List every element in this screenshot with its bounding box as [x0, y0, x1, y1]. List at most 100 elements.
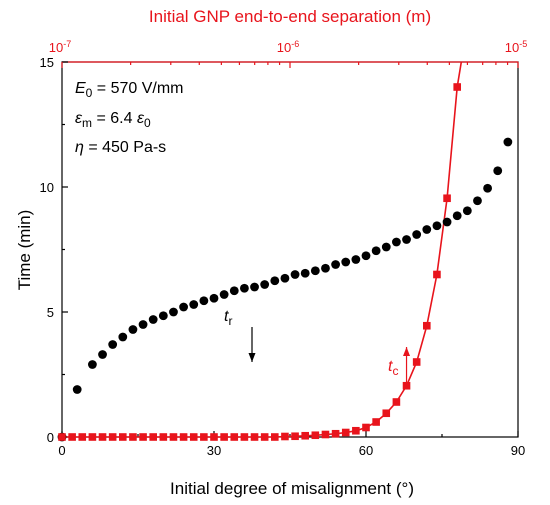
data-point-tr	[412, 230, 422, 239]
data-point-tr	[341, 257, 351, 267]
data-point-tr	[118, 332, 128, 342]
data-point-tc	[311, 431, 320, 440]
data-point-tr	[300, 268, 310, 278]
data-point-tc	[453, 83, 461, 91]
data-point-tc	[341, 428, 350, 437]
data-point-tr	[189, 300, 199, 309]
data-point-tc	[362, 423, 370, 432]
annotation-epsilon: εm = 6.4 ε0	[75, 110, 151, 130]
data-point-tr	[432, 221, 442, 231]
data-point-tr	[148, 315, 158, 324]
data-point-tc	[382, 409, 391, 418]
data-point-tr	[158, 311, 168, 321]
x-tick-label: 0	[58, 443, 65, 458]
data-point-tr	[483, 183, 492, 193]
data-point-tr	[219, 290, 229, 299]
data-point-tr	[321, 263, 330, 273]
data-point-tc	[281, 432, 289, 441]
series-tc	[58, 83, 461, 441]
data-point-tc	[230, 433, 239, 441]
data-point-tc	[189, 433, 198, 441]
x-axis-title: Initial degree of misalignment (°)	[170, 479, 414, 498]
data-point-tc	[240, 433, 249, 441]
x-tick-label: 90	[511, 443, 525, 458]
y-axis-title: Time (min)	[15, 210, 34, 291]
data-point-tc	[119, 433, 127, 441]
data-point-tc	[331, 429, 340, 438]
data-point-tr	[72, 385, 82, 394]
data-point-tc	[372, 418, 380, 426]
data-point-tc	[412, 358, 421, 366]
top-tick-labels: 10-7 10-6 10-5	[49, 39, 527, 55]
data-point-tr	[371, 246, 381, 256]
data-point-tr	[361, 251, 371, 261]
data-point-tc	[321, 430, 330, 439]
label-tc: tc	[388, 358, 398, 378]
data-point-tr	[179, 302, 189, 312]
label-tr: tr	[224, 308, 232, 328]
data-point-tc	[129, 433, 137, 441]
top-tick-label: 10-5	[505, 39, 527, 55]
data-point-tr	[473, 196, 482, 206]
data-point-tc	[250, 433, 259, 441]
data-point-tc	[433, 270, 441, 279]
series-tr	[57, 137, 513, 442]
data-point-tr	[98, 350, 107, 359]
data-point-tc	[58, 433, 66, 441]
data-point-tr	[331, 260, 340, 269]
data-point-tc	[169, 433, 178, 441]
data-point-tc	[402, 381, 411, 390]
data-point-tr	[270, 276, 280, 286]
arrow-head-t_r	[248, 353, 256, 362]
tick-labels: 0 30 60 90 0 5 10 15	[40, 55, 526, 458]
data-point-tr	[462, 206, 472, 216]
data-point-tr	[128, 325, 138, 334]
data-point-tr	[402, 235, 411, 244]
data-point-tc	[271, 433, 279, 441]
data-point-tc	[443, 194, 451, 203]
annotation-eta: η = 450 Pa-s	[75, 139, 166, 156]
data-point-tc	[68, 433, 76, 441]
data-point-tr	[452, 211, 462, 221]
data-point-tc	[200, 433, 208, 441]
data-point-tc	[392, 398, 401, 406]
x-tick-label: 60	[359, 443, 373, 458]
data-point-tc	[210, 433, 218, 441]
data-point-tr	[280, 273, 290, 283]
data-point-tr	[169, 307, 178, 317]
data-point-tr	[209, 293, 219, 303]
data-point-tr	[199, 296, 209, 306]
data-point-tc	[139, 433, 147, 441]
data-point-tr	[381, 242, 391, 252]
data-point-tr	[351, 255, 361, 264]
annotation-e0: E0 = 570 V/mm	[75, 80, 184, 100]
data-point-tc	[108, 433, 117, 441]
data-point-tr	[422, 225, 432, 234]
data-point-tc	[423, 321, 431, 330]
data-point-tc	[98, 433, 107, 441]
top-tick-label: 10-6	[277, 39, 299, 55]
data-point-tc	[352, 426, 360, 435]
data-point-tr	[392, 237, 401, 247]
data-point-tc	[88, 433, 97, 441]
data-point-tr	[240, 283, 249, 293]
data-point-tr	[503, 137, 513, 147]
data-point-tr	[493, 166, 503, 176]
data-point-tr	[290, 270, 300, 279]
data-point-tc	[220, 433, 228, 441]
data-point-tc	[149, 433, 157, 441]
data-point-tr	[310, 266, 320, 276]
data-point-tc	[260, 433, 269, 441]
y-tick-label: 5	[47, 305, 54, 320]
data-point-tc	[291, 432, 299, 441]
y-tick-label: 0	[47, 430, 54, 445]
data-point-tr	[108, 340, 118, 349]
y-tick-label: 15	[40, 55, 54, 70]
data-point-tr	[442, 217, 452, 227]
x-tick-label: 30	[207, 443, 221, 458]
data-point-tc	[179, 433, 188, 441]
top-axis-title: Initial GNP end-to-end separation (m)	[149, 7, 431, 26]
arrows	[248, 327, 411, 382]
top-tick-label: 10-7	[49, 39, 71, 55]
data-point-tc	[301, 431, 309, 440]
